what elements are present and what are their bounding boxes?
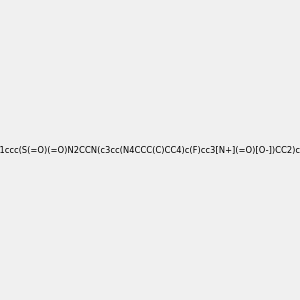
Text: Cc1ccc(S(=O)(=O)N2CCN(c3cc(N4CCC(C)CC4)c(F)cc3[N+](=O)[O-])CC2)cc1: Cc1ccc(S(=O)(=O)N2CCN(c3cc(N4CCC(C)CC4)c… xyxy=(0,146,300,154)
